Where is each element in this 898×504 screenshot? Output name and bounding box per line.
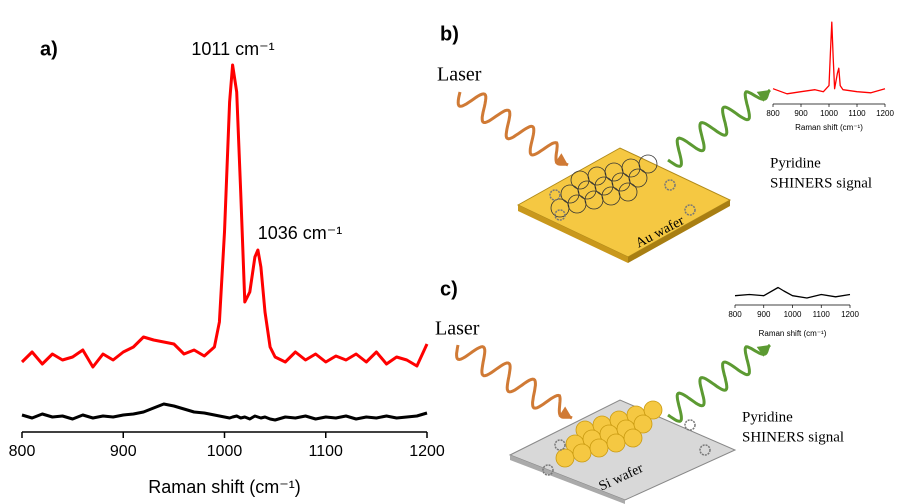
- panel-label: b): [440, 23, 459, 45]
- nanoparticle: [573, 444, 591, 462]
- laser-label: Laser: [437, 64, 482, 86]
- x-tick-label: 800: [728, 310, 742, 319]
- signal-label: Pyridine: [742, 409, 793, 425]
- light-wave: [457, 345, 572, 418]
- peak-annotation: 1036 cm⁻¹: [258, 223, 343, 243]
- signal-label: SHINERS signal: [742, 429, 844, 445]
- spectrum-line: [22, 404, 427, 420]
- x-tick-label: 800: [766, 109, 780, 118]
- x-tick-label: 1200: [841, 310, 859, 319]
- x-tick-label: 1100: [309, 443, 344, 460]
- signal-label: SHINERS signal: [770, 175, 872, 191]
- laser-label: Laser: [435, 318, 480, 340]
- x-tick-label: 1000: [784, 310, 802, 319]
- panel-label: a): [40, 38, 58, 60]
- light-wave: [458, 92, 568, 165]
- nanoparticle: [556, 449, 574, 467]
- peak-annotation: 1011 cm⁻¹: [191, 39, 274, 59]
- x-tick-label: 1000: [207, 443, 243, 460]
- panel-label: c): [440, 278, 458, 300]
- signal-label: Pyridine: [770, 155, 821, 171]
- nanoparticle: [624, 429, 642, 447]
- nanoparticle: [607, 434, 625, 452]
- spectrum-line: [22, 65, 427, 367]
- light-wave: [668, 90, 770, 166]
- spectrum-line: [735, 288, 850, 299]
- x-tick-label: 900: [110, 443, 137, 460]
- x-tick-label: 1100: [813, 310, 831, 319]
- x-tick-label: 900: [757, 310, 771, 319]
- spectrum-line: [773, 22, 885, 94]
- x-axis-title: Raman shift (cm⁻¹): [795, 123, 863, 132]
- figure: b) Laser Pyridine SHINERS signal Au wafe…: [0, 0, 898, 504]
- x-tick-label: 900: [794, 109, 808, 118]
- au-wafer: [518, 148, 730, 257]
- x-axis-title: Raman shift (cm⁻¹): [759, 329, 827, 338]
- x-tick-label: 800: [9, 443, 36, 460]
- x-tick-label: 1100: [848, 109, 866, 118]
- nanoparticle: [590, 439, 608, 457]
- x-axis-title: Raman shift (cm⁻¹): [148, 477, 301, 497]
- x-tick-label: 1000: [820, 109, 838, 118]
- x-tick-label: 1200: [409, 443, 445, 460]
- x-tick-label: 1200: [876, 109, 894, 118]
